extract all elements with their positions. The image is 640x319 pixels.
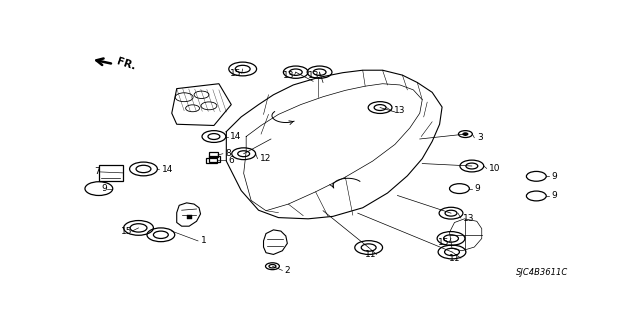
Text: 15: 15: [438, 238, 449, 247]
Text: 3: 3: [477, 133, 483, 142]
Text: 9: 9: [474, 184, 480, 193]
Text: 12: 12: [260, 154, 271, 163]
Bar: [207, 158, 218, 163]
Text: 6: 6: [229, 156, 234, 165]
Text: 11: 11: [365, 250, 376, 259]
Text: FR.: FR.: [116, 57, 137, 72]
Bar: [209, 152, 218, 157]
Text: 13: 13: [394, 106, 406, 115]
Text: 13: 13: [308, 71, 319, 80]
Bar: [99, 165, 123, 181]
Text: 11: 11: [449, 254, 461, 263]
Text: 15: 15: [120, 226, 132, 236]
Text: 9: 9: [551, 172, 557, 181]
Text: 9: 9: [551, 191, 557, 200]
Text: 15: 15: [230, 69, 242, 78]
Text: 13: 13: [283, 71, 294, 80]
Text: 14: 14: [230, 132, 242, 141]
Circle shape: [463, 133, 468, 135]
Text: SJC4B3611C: SJC4B3611C: [516, 268, 568, 277]
Text: 7: 7: [94, 167, 100, 176]
Text: 1: 1: [200, 236, 206, 245]
Text: 2: 2: [285, 266, 291, 275]
Text: 8: 8: [225, 149, 231, 158]
Bar: [187, 215, 191, 219]
Text: 13: 13: [463, 214, 475, 223]
Bar: [209, 156, 220, 162]
Text: 9: 9: [102, 184, 108, 193]
Text: 14: 14: [162, 165, 173, 174]
Text: 10: 10: [489, 164, 500, 173]
